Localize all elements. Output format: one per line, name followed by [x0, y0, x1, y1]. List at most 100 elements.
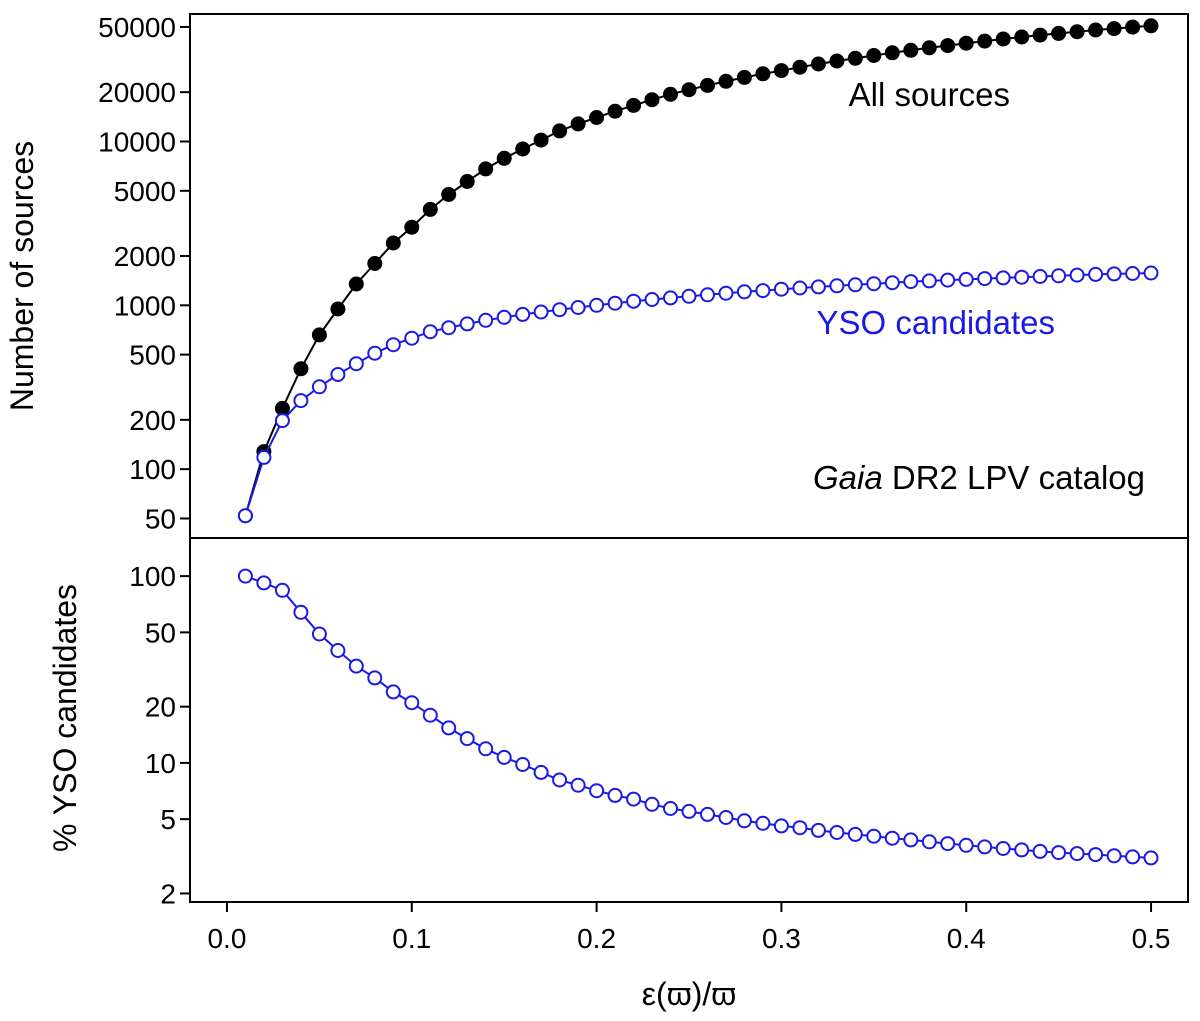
- y-tick-label: 20000: [98, 77, 176, 108]
- x-tick-label: 0.1: [392, 923, 431, 954]
- data-point: [385, 337, 401, 353]
- bottom-y-ticks: 2 5 10 20 50 100: [129, 561, 190, 909]
- data-point: [755, 66, 771, 82]
- data-point: [1051, 268, 1067, 284]
- data-point: [1069, 267, 1085, 283]
- y-tick-label: 10000: [98, 126, 176, 157]
- data-point: [293, 604, 309, 620]
- y-tick-label: 100: [129, 561, 176, 592]
- data-point: [1014, 269, 1030, 285]
- data-point: [1014, 842, 1030, 858]
- y-tick-label: 100: [129, 454, 176, 485]
- data-point: [995, 270, 1011, 286]
- x-ticks: 0.0 0.1 0.2 0.3 0.4 0.5: [207, 902, 1171, 954]
- data-point: [1106, 266, 1122, 282]
- y-tick-label: 50000: [98, 12, 176, 43]
- series-line-yso-candidates: [245, 575, 1152, 859]
- data-point: [700, 77, 715, 93]
- data-point: [348, 276, 364, 292]
- y-tick-label: 200: [129, 405, 176, 436]
- data-point: [1125, 19, 1141, 35]
- data-point: [626, 97, 642, 113]
- data-point: [921, 834, 937, 850]
- data-point: [515, 141, 531, 157]
- series-line-all-sources: [244, 24, 1152, 516]
- top-series: [237, 18, 1159, 524]
- data-point: [1051, 845, 1067, 861]
- data-point: [1125, 266, 1141, 281]
- bottom-y-axis-title: % YSO candidates: [47, 584, 83, 852]
- data-point: [237, 508, 253, 524]
- data-point: [995, 31, 1011, 47]
- data-point: [274, 582, 290, 598]
- data-point: [681, 82, 697, 98]
- data-point: [773, 281, 789, 297]
- data-point: [367, 345, 383, 361]
- bottom-plot-frame: [189, 537, 1189, 903]
- data-point: [311, 379, 327, 395]
- catalog-italic: Gaia: [813, 459, 883, 496]
- data-point: [330, 643, 346, 658]
- data-point: [718, 73, 734, 89]
- data-point: [1069, 846, 1085, 862]
- data-point: [903, 274, 919, 290]
- data-point: [570, 116, 586, 132]
- data-point: [496, 749, 512, 765]
- data-point: [293, 361, 309, 377]
- data-point: [404, 695, 420, 711]
- data-point: [589, 297, 605, 313]
- x-tick-label: 0.4: [947, 923, 986, 954]
- data-point: [515, 306, 531, 322]
- data-point: [1032, 843, 1048, 859]
- data-point: [847, 826, 863, 842]
- x-tick-label: 0.3: [762, 923, 801, 954]
- data-point: [385, 684, 401, 700]
- data-point: [515, 757, 531, 772]
- data-point: [274, 413, 290, 429]
- data-point: [700, 287, 715, 303]
- data-point: [958, 837, 974, 853]
- data-point: [940, 38, 956, 54]
- data-point: [1069, 24, 1085, 40]
- data-point: [958, 271, 974, 287]
- data-point: [644, 796, 660, 812]
- data-point: [810, 279, 826, 295]
- data-point: [940, 836, 956, 852]
- data-point: [884, 275, 900, 291]
- data-point: [348, 658, 364, 674]
- data-point: [422, 201, 438, 217]
- data-point: [496, 309, 512, 325]
- y-tick-label: 5: [160, 804, 176, 835]
- data-point: [478, 161, 494, 177]
- data-point: [441, 320, 457, 336]
- y-tick-label: 20: [145, 692, 176, 723]
- data-point: [589, 110, 605, 125]
- data-point: [755, 283, 771, 299]
- data-point: [1143, 18, 1159, 34]
- data-point: [1106, 21, 1122, 37]
- data-point: [884, 830, 900, 846]
- y-tick-label: 2000: [114, 241, 176, 272]
- data-point: [977, 33, 993, 49]
- data-point: [718, 810, 734, 825]
- data-point: [256, 575, 272, 591]
- data-point: [348, 356, 364, 372]
- data-point: [330, 367, 346, 382]
- data-point: [367, 670, 383, 686]
- data-point: [1088, 22, 1104, 38]
- data-point: [626, 791, 642, 807]
- data-point: [829, 53, 845, 69]
- data-point: [1014, 29, 1030, 45]
- data-point: [533, 132, 549, 148]
- x-tick-label: 0.5: [1132, 923, 1171, 954]
- annotation-catalog: Gaia DR2 LPV catalog: [813, 459, 1145, 496]
- data-point: [736, 813, 752, 829]
- data-point: [330, 301, 346, 317]
- data-point: [311, 327, 327, 343]
- data-point: [570, 300, 586, 315]
- data-point: [681, 803, 697, 819]
- data-point: [1143, 850, 1159, 866]
- data-point: [663, 801, 678, 816]
- data-point: [404, 219, 420, 235]
